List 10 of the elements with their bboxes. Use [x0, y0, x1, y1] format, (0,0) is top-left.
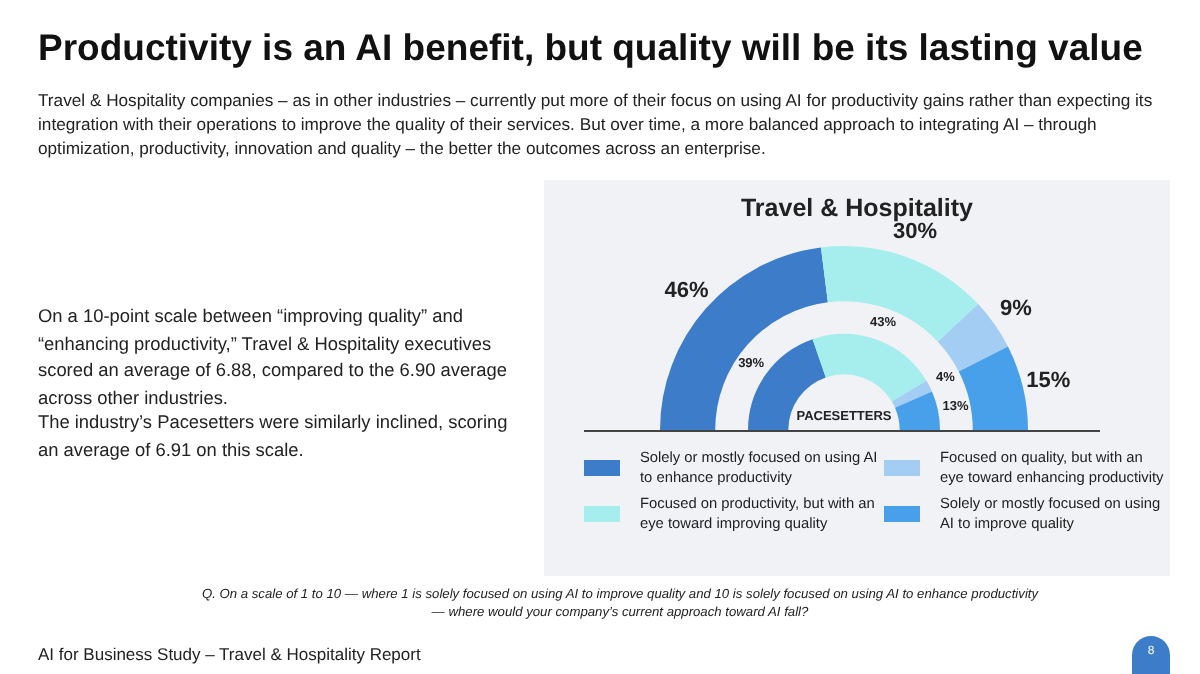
text: On a 10-point scale between “improving quality” and “enhancing productivity,” Travel & Hospitality executives scored an average of 6.88, compared to the 6.90 average across other industries. — [38, 304, 509, 411]
text: The industry’s Pacesetters were similarly inclined, scoring an average of 6.91 on this scale. — [38, 410, 510, 464]
data-label: 9% — [999, 297, 1033, 322]
chart-subtitle: Productivity is an AI benefit, but quality will be its lasting value — [38, 26, 1143, 70]
data-label: 15% — [1026, 369, 1071, 394]
data-label: 30% — [893, 220, 938, 245]
text: Travel & Hospitality — [738, 194, 975, 222]
text: AI for Business Study – Travel & Hospitality Report — [38, 644, 421, 664]
data-label: 46% — [664, 279, 709, 304]
text: Travel & Hospitality companies – as in other industries – currently put more of their focus on using AI for productivity gains rather than expecting its integration with their operations to improve the quality of their services. But over time, a more balanced approach to integrating AI – through optimization, productivity, innovation and quality – the better the outcomes across an enterprise. — [38, 88, 1155, 160]
